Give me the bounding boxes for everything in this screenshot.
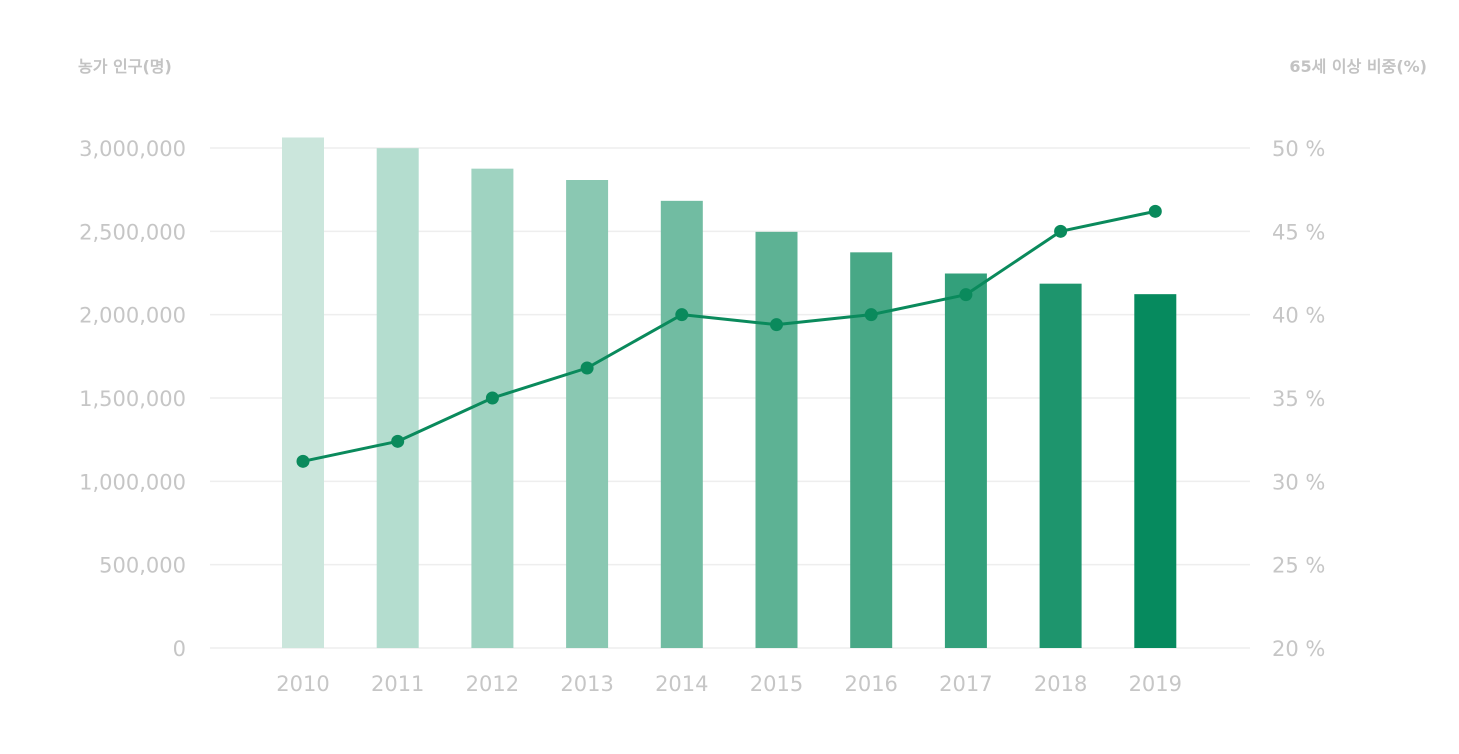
line-point-2019	[1148, 204, 1162, 218]
line-point-2014	[675, 308, 689, 322]
line-point-2018	[1054, 224, 1068, 238]
line-point-2013	[580, 361, 594, 375]
bar-2013	[566, 180, 609, 648]
bar-2011	[376, 148, 419, 648]
right-tick-label: 50 %	[1272, 137, 1325, 161]
category-label: 2017	[939, 672, 992, 696]
category-labels: 2010 2011 2012 2013 2014 2015 2016 2017 2018 2019	[276, 672, 1182, 696]
right-tick-label: 30 %	[1272, 470, 1325, 494]
category-label: 2012	[466, 672, 519, 696]
category-label: 2014	[655, 672, 708, 696]
right-tick-label: 40 %	[1272, 304, 1325, 328]
bar-2012	[471, 168, 514, 648]
line-point-2015	[770, 318, 783, 332]
left-axis-ticks: 0 500,000 1,000,000 1,500,000 2,000,000 2,500…	[79, 137, 186, 661]
line-point-2011	[391, 434, 405, 448]
line-series	[296, 204, 1162, 468]
category-label: 2013	[560, 672, 613, 696]
right-tick-label: 25 %	[1272, 554, 1325, 578]
category-label: 2015	[750, 672, 803, 696]
left-tick-label: 2,000,000	[79, 304, 186, 328]
bar-2017	[944, 273, 987, 648]
bar-2015	[755, 231, 798, 649]
bar-series	[282, 137, 1177, 649]
right-tick-label: 20 %	[1272, 637, 1325, 661]
right-axis-title: 65세 이상 비중(%)	[1289, 57, 1427, 76]
line-point-2016	[864, 308, 878, 322]
left-tick-label: 3,000,000	[79, 137, 186, 161]
line-point-2017	[959, 288, 973, 302]
line-point-2012	[485, 391, 499, 405]
bar-2014	[660, 200, 703, 649]
category-label: 2018	[1034, 672, 1087, 696]
right-axis-ticks: 20 % 25 % 30 % 35 % 40 % 45 % 50 %	[1272, 137, 1325, 661]
left-tick-label: 500,000	[99, 554, 186, 578]
left-tick-label: 1,000,000	[79, 470, 186, 494]
bar-2010	[282, 137, 324, 648]
category-label: 2019	[1129, 672, 1182, 696]
bar-2018	[1039, 283, 1082, 648]
category-label: 2016	[844, 672, 897, 696]
right-tick-label: 45 %	[1272, 220, 1325, 244]
line-point-2010	[296, 454, 310, 468]
left-tick-label: 1,500,000	[79, 387, 186, 411]
category-label: 2010	[276, 672, 329, 696]
left-tick-label: 2,500,000	[79, 220, 186, 244]
right-tick-label: 35 %	[1272, 387, 1325, 411]
line-path	[302, 209, 1156, 463]
left-axis-title: 농가 인구(명)	[78, 57, 172, 76]
bar-2019	[1134, 294, 1177, 648]
left-tick-label: 0	[173, 637, 186, 661]
category-label: 2011	[371, 672, 424, 696]
